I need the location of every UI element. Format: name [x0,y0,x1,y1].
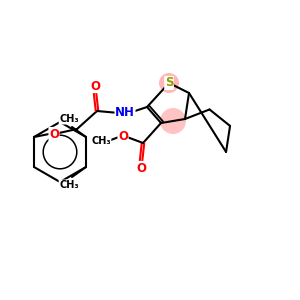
Text: CH₃: CH₃ [59,114,79,124]
Text: CH₃: CH₃ [59,180,79,190]
Text: O: O [118,130,128,143]
Text: S: S [165,76,173,89]
Text: NH: NH [115,106,135,119]
Circle shape [160,108,186,134]
Text: O: O [90,80,100,92]
Text: CH₃: CH₃ [91,136,111,146]
Text: O: O [49,128,59,140]
Circle shape [159,73,179,93]
Text: O: O [136,161,146,175]
